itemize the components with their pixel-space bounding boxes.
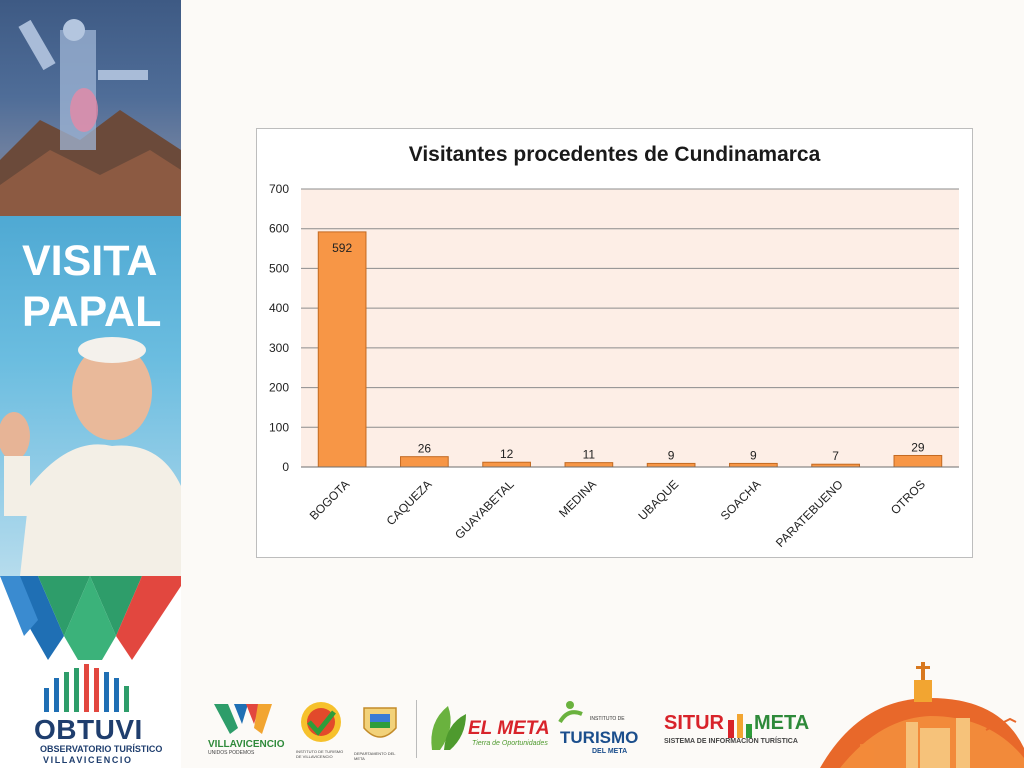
x-tick-label: OTROS xyxy=(888,477,928,517)
turismo-text: TURISMO xyxy=(560,728,639,747)
villavicencio-text: VILLAVICENCIO xyxy=(208,739,285,750)
instituto-circle-icon xyxy=(301,702,341,742)
left-sidebar: VISITA PAPAL OBTUVI OBSERVATORIO TURÍSTI… xyxy=(0,0,181,768)
chart-title: Visitantes procedentes de Cundinamarca xyxy=(408,143,821,166)
y-tick-label: 100 xyxy=(269,420,289,434)
data-label: 26 xyxy=(418,442,432,456)
turismo-pretext: INSTITUTO DE xyxy=(590,716,625,722)
obtuvi-w-logo xyxy=(0,576,181,660)
x-tick-label: CAQUEZA xyxy=(384,477,435,528)
situr-text: SITUR xyxy=(664,712,724,734)
y-tick-label: 200 xyxy=(269,381,289,395)
el-meta-subtext: Tierra de Oportunidades xyxy=(472,740,548,747)
bar xyxy=(646,462,696,468)
el-meta-leaf-icon xyxy=(431,706,466,750)
banner-title-line2: PAPAL xyxy=(22,288,162,336)
chart-panel: Visitantes procedentes de Cundinamarca 0… xyxy=(256,128,973,558)
christ-statue-photo xyxy=(0,0,181,216)
x-tick-label: UBAQUE xyxy=(636,477,682,523)
y-tick-label: 400 xyxy=(269,301,289,315)
situr-subtext: SISTEMA DE INFORMACIÓN TURÍSTICA xyxy=(664,738,798,745)
el-meta-text: EL META xyxy=(468,718,550,739)
instituto-turismo-villavicencio-logo: INSTITUTO DE TURISMO DE VILLAVICENCIO xyxy=(296,700,346,759)
x-tick-label: MEDINA xyxy=(556,477,599,520)
data-label: 11 xyxy=(583,448,596,462)
bar-chart: 0 100 200 300 400 500 600 700 592 BOGOTA 26 CAQUEZA… xyxy=(269,182,959,550)
data-label: 9 xyxy=(750,448,757,462)
coat-of-arms-icon xyxy=(363,707,397,738)
villavicencio-w-icon xyxy=(214,704,272,734)
cathedral-illustration xyxy=(820,662,1024,768)
y-tick-label: 300 xyxy=(269,341,289,355)
statue-illustration xyxy=(0,19,181,216)
bar xyxy=(317,231,367,468)
departamento-meta-shield: DEPARTAMENTO DEL META xyxy=(354,704,406,761)
data-label: 7 xyxy=(832,449,839,463)
y-tick-label: 500 xyxy=(269,261,289,275)
villavicencio-subtext: UNIDOS PODEMOS xyxy=(208,750,255,756)
situr-meta-text: META xyxy=(754,712,810,734)
bar xyxy=(482,461,531,468)
data-label: 29 xyxy=(911,440,925,454)
data-label: 592 xyxy=(332,241,352,255)
y-tick-label: 700 xyxy=(269,182,289,196)
pope-photo-panel: VISITA PAPAL xyxy=(0,216,181,576)
instituto-subtext: INSTITUTO DE TURISMO DE VILLAVICENCIO xyxy=(296,749,344,759)
x-tick-label: PARATEBUENO xyxy=(773,477,846,550)
x-tick-label: GUAYABETAL xyxy=(452,477,517,542)
instituto-turismo-meta-logo: INSTITUTO DE TURISMO DEL META xyxy=(556,700,638,760)
y-tick-label: 600 xyxy=(269,222,289,236)
bar xyxy=(564,462,614,468)
x-tick-label: BOGOTA xyxy=(307,477,353,523)
bar xyxy=(400,456,449,468)
banner-title-line1: VISITA xyxy=(22,237,158,285)
org-subtitle-line1: OBSERVATORIO TURÍSTICO xyxy=(40,744,163,754)
villavicencio-logo: VILLAVICENCIO UNIDOS PODEMOS xyxy=(208,704,286,756)
turismo-subtext: DEL META xyxy=(592,748,628,755)
footer-divider xyxy=(416,700,417,758)
el-meta-logo: EL META Tierra de Oportunidades xyxy=(426,702,550,758)
data-label: 12 xyxy=(500,447,514,461)
y-tick-label: 0 xyxy=(282,460,289,474)
plot-area xyxy=(301,189,959,467)
departamento-subtext: DEPARTAMENTO DEL META xyxy=(354,751,396,761)
bar xyxy=(729,462,778,468)
bar xyxy=(893,454,943,468)
obtuvi-bars-icon xyxy=(44,664,129,712)
situr-bars-icon xyxy=(728,714,752,738)
org-name: OBTUVI xyxy=(34,714,143,745)
x-tick-label: SOACHA xyxy=(718,477,764,523)
banner-title: VISITA PAPAL xyxy=(22,236,161,338)
data-label: 9 xyxy=(668,448,675,462)
org-subtitle-line2: VILLAVICENCIO xyxy=(43,755,133,765)
turismo-figure-icon xyxy=(558,701,583,724)
situr-meta-logo: SITUR META SISTEMA DE INFORMACIÓN TURÍST… xyxy=(664,712,810,758)
pope-illustration xyxy=(0,337,181,576)
